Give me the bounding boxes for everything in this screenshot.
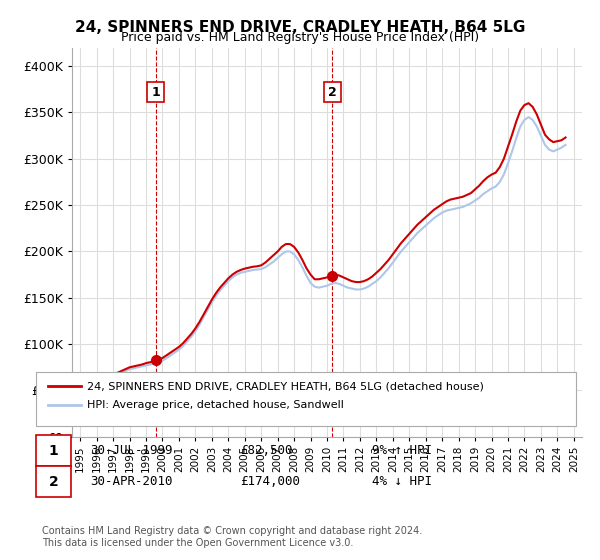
Text: 1: 1 — [49, 444, 58, 458]
Text: Contains HM Land Registry data © Crown copyright and database right 2024.
This d: Contains HM Land Registry data © Crown c… — [42, 526, 422, 548]
Text: 24, SPINNERS END DRIVE, CRADLEY HEATH, B64 5LG (detached house): 24, SPINNERS END DRIVE, CRADLEY HEATH, B… — [87, 381, 484, 391]
Text: 2: 2 — [328, 86, 337, 99]
Text: 4% ↓ HPI: 4% ↓ HPI — [372, 475, 432, 488]
Text: 1: 1 — [151, 86, 160, 99]
Text: 9% ↑ HPI: 9% ↑ HPI — [372, 444, 432, 458]
Text: £174,000: £174,000 — [240, 475, 300, 488]
Text: 30-JUL-1999: 30-JUL-1999 — [90, 444, 173, 458]
Text: 30-APR-2010: 30-APR-2010 — [90, 475, 173, 488]
Text: £82,500: £82,500 — [240, 444, 293, 458]
Text: Price paid vs. HM Land Registry's House Price Index (HPI): Price paid vs. HM Land Registry's House … — [121, 31, 479, 44]
Text: 2: 2 — [49, 475, 58, 488]
Text: HPI: Average price, detached house, Sandwell: HPI: Average price, detached house, Sand… — [87, 400, 344, 410]
Text: 24, SPINNERS END DRIVE, CRADLEY HEATH, B64 5LG: 24, SPINNERS END DRIVE, CRADLEY HEATH, B… — [75, 20, 525, 35]
